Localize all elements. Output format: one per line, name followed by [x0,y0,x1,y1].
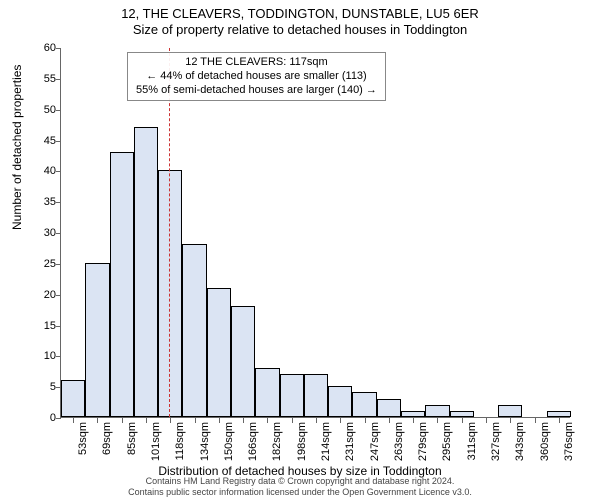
x-tick-mark [437,418,438,423]
x-tick-mark [486,418,487,423]
x-tick-mark [462,418,463,423]
chart-title-block: 12, THE CLEAVERS, TODDINGTON, DUNSTABLE,… [0,0,600,39]
x-tick-label: 327sqm [490,422,502,461]
x-tick-label: 134sqm [199,422,211,461]
x-tick-label: 263sqm [393,422,405,461]
y-tick-label: 35 [16,196,56,208]
x-tick-label: 343sqm [514,422,526,461]
y-tick-label: 60 [16,42,56,54]
histogram-bar [110,152,134,417]
y-tick-label: 50 [16,104,56,116]
x-tick-mark [267,418,268,423]
y-tick-mark [56,202,61,203]
y-tick-label: 40 [16,165,56,177]
y-tick-mark [56,141,61,142]
y-tick-label: 20 [16,289,56,301]
y-tick-label: 55 [16,73,56,85]
y-tick-mark [56,264,61,265]
x-tick-label: 150sqm [223,422,235,461]
x-tick-label: 101sqm [150,422,162,461]
histogram-bar [450,411,474,417]
x-tick-mark [559,418,560,423]
y-tick-mark [56,233,61,234]
x-tick-label: 198sqm [296,422,308,461]
x-tick-mark [97,418,98,423]
x-tick-mark [170,418,171,423]
y-tick-mark [56,326,61,327]
histogram-bar [547,411,571,417]
y-tick-label: 15 [16,320,56,332]
histogram-bar [352,392,376,417]
y-tick-mark [56,356,61,357]
x-tick-label: 53sqm [77,422,89,455]
annotation-line-3: 55% of semi-detached houses are larger (… [136,84,377,98]
footer-attribution: Contains HM Land Registry data © Crown c… [0,476,600,498]
x-tick-mark [316,418,317,423]
footer-line-2: Contains public sector information licen… [0,487,600,498]
annotation-line-2: ← 44% of detached houses are smaller (11… [136,70,377,84]
histogram-bar [377,399,401,418]
x-tick-mark [243,418,244,423]
histogram-bar [401,411,425,417]
histogram-bar [61,380,85,417]
x-tick-mark [510,418,511,423]
property-marker-line [169,48,170,417]
histogram-bar [182,244,206,417]
x-tick-mark [365,418,366,423]
x-tick-mark [146,418,147,423]
histogram-bar [328,386,352,417]
x-tick-label: 166sqm [247,422,259,461]
y-tick-label: 5 [16,381,56,393]
histogram-bar [304,374,328,417]
x-tick-mark [122,418,123,423]
x-tick-label: 85sqm [126,422,138,455]
y-tick-mark [56,79,61,80]
x-tick-mark [219,418,220,423]
y-tick-mark [56,110,61,111]
x-tick-mark [73,418,74,423]
x-tick-mark [413,418,414,423]
y-tick-label: 30 [16,227,56,239]
x-tick-mark [292,418,293,423]
histogram-bar [280,374,304,417]
y-tick-mark [56,418,61,419]
x-tick-label: 279sqm [417,422,429,461]
y-tick-label: 25 [16,258,56,270]
x-tick-label: 231sqm [344,422,356,461]
x-tick-mark [389,418,390,423]
histogram-bar [231,306,255,417]
x-tick-mark [340,418,341,423]
x-tick-label: 69sqm [101,422,113,455]
x-tick-label: 295sqm [441,422,453,461]
x-tick-label: 214sqm [320,422,332,461]
x-tick-label: 311sqm [466,422,478,460]
x-tick-label: 360sqm [539,422,551,461]
y-tick-mark [56,295,61,296]
y-tick-mark [56,171,61,172]
y-tick-label: 10 [16,350,56,362]
x-tick-label: 118sqm [174,422,186,460]
annotation-box: 12 THE CLEAVERS: 117sqm← 44% of detached… [127,52,386,101]
x-tick-mark [195,418,196,423]
chart-title-main: 12, THE CLEAVERS, TODDINGTON, DUNSTABLE,… [0,6,600,22]
x-tick-label: 247sqm [369,422,381,461]
y-tick-mark [56,48,61,49]
histogram-bar [425,405,449,417]
histogram-bar [85,263,109,417]
x-tick-label: 182sqm [271,422,283,461]
histogram-bar [255,368,279,417]
histogram-bar [134,127,158,417]
chart-area: 05101520253035404550556053sqm69sqm85sqm1… [60,48,570,418]
x-tick-mark [535,418,536,423]
chart-title-sub: Size of property relative to detached ho… [0,22,600,38]
footer-line-1: Contains HM Land Registry data © Crown c… [0,476,600,487]
histogram-bar [207,288,231,418]
histogram-bar [498,405,522,417]
annotation-line-1: 12 THE CLEAVERS: 117sqm [136,56,377,70]
y-tick-label: 45 [16,135,56,147]
plot-region: 05101520253035404550556053sqm69sqm85sqm1… [60,48,570,418]
x-tick-label: 376sqm [563,422,575,461]
y-tick-label: 0 [16,412,56,424]
